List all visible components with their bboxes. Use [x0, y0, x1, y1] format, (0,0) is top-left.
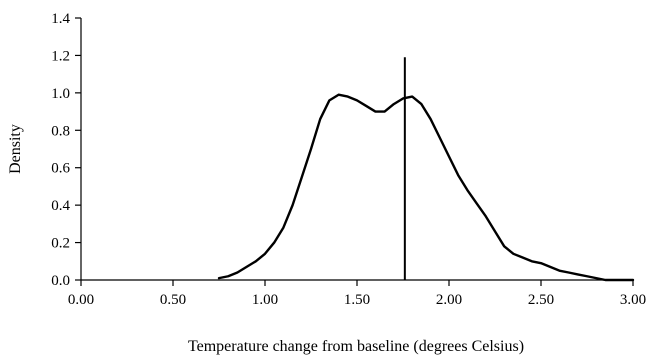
y-tick-label: 1.0 [51, 86, 70, 102]
x-axis-ticks: 0.00 0.50 1.00 1.50 2.00 2.50 3.00 [68, 280, 646, 308]
y-tick-label: 0.6 [51, 161, 70, 177]
y-tick-label: 0.2 [51, 236, 70, 252]
x-tick-label: 2.00 [436, 292, 462, 308]
y-tick-label: 0.0 [51, 273, 70, 289]
y-axis-ticks: 0.0 0.2 0.4 0.6 0.8 1.0 1.2 1.4 [51, 11, 81, 289]
x-tick-label: 1.50 [344, 292, 370, 308]
x-tick-label: 2.50 [528, 292, 554, 308]
y-tick-label: 0.8 [51, 123, 70, 139]
y-tick-label: 0.4 [51, 198, 70, 214]
density-curve [217, 93, 635, 282]
y-tick-label: 1.4 [51, 11, 70, 27]
y-tick-label: 1.2 [51, 48, 70, 64]
x-axis-title: Temperature change from baseline (degree… [188, 338, 524, 355]
x-tick-label: 1.00 [252, 292, 278, 308]
x-tick-label: 3.00 [620, 292, 646, 308]
x-tick-label: 0.00 [68, 292, 94, 308]
x-tick-label: 0.50 [160, 292, 186, 308]
y-axis-title: Density [7, 124, 24, 174]
